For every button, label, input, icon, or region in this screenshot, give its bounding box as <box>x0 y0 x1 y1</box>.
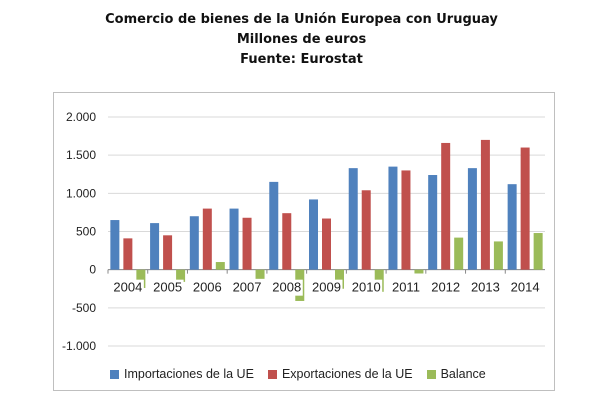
bar-exportaciones-de-la-ue-2011 <box>401 170 411 270</box>
x-tick-label: 2004 <box>113 280 142 295</box>
bar-exportaciones-de-la-ue-2009 <box>322 218 331 270</box>
x-tick-label: 2012 <box>431 280 460 295</box>
bar-balance-2009 <box>335 269 344 289</box>
bar-exportaciones-de-la-ue-2008 <box>282 213 292 270</box>
bar-balance-2013 <box>493 241 503 270</box>
legend-item-balance: Balance <box>426 367 486 381</box>
bar-importaciones-de-la-ue-2004 <box>110 220 120 270</box>
bar-exportaciones-de-la-ue-2014 <box>520 147 530 270</box>
x-tick-label-backdrop <box>191 279 224 296</box>
x-tick-label: 2006 <box>193 280 222 295</box>
bar-balance-2007 <box>255 269 265 279</box>
bar-exportaciones-de-la-ue-2004 <box>123 238 133 270</box>
x-tick-label-backdrop <box>310 279 343 296</box>
bar-balance-2005 <box>176 269 186 282</box>
bar-balance-2012 <box>454 237 464 270</box>
x-tick-label-backdrop <box>270 279 303 296</box>
x-tick-label: 2010 <box>352 280 381 295</box>
y-tick-label: -500 <box>72 301 96 315</box>
x-tick-label: 2008 <box>272 280 301 295</box>
legend-item-exports: Exportaciones de la UE <box>267 367 413 381</box>
y-tick-label: 500 <box>76 225 96 239</box>
legend-item-imports: Importaciones de la UE <box>110 367 254 381</box>
x-tick-label-backdrop <box>231 279 264 296</box>
bar-exportaciones-de-la-ue-2005 <box>163 235 173 270</box>
bar-exportaciones-de-la-ue-2006 <box>202 208 212 270</box>
bar-importaciones-de-la-ue-2010 <box>348 168 358 270</box>
x-tick-label: 2009 <box>312 280 341 295</box>
legend-label-balance: Balance <box>440 367 486 381</box>
x-tick-label-backdrop <box>429 279 462 296</box>
chart-title: Comercio de bienes de la Unión Europea c… <box>0 10 603 70</box>
bar-balance-2004 <box>136 269 146 288</box>
legend-swatch-exports <box>267 369 277 379</box>
title-line-2: Millones de euros <box>236 32 367 47</box>
legend-swatch-imports <box>110 369 119 379</box>
bar-balance-2006 <box>215 262 225 270</box>
bar-importaciones-de-la-ue-2005 <box>150 223 160 270</box>
legend-label-exports: Exportaciones de la UE <box>281 367 413 381</box>
x-tick-label: 2007 <box>233 280 262 295</box>
bar-exportaciones-de-la-ue-2007 <box>242 217 252 270</box>
x-tick-label-backdrop <box>509 279 542 296</box>
bar-importaciones-de-la-ue-2012 <box>428 175 438 270</box>
bar-importaciones-de-la-ue-2013 <box>467 168 477 270</box>
bar-exportaciones-de-la-ue-2012 <box>441 142 451 270</box>
y-tick-label: 1.000 <box>66 186 96 200</box>
title-line-3: Fuente: Eurostat <box>240 52 363 67</box>
x-tick-label-backdrop <box>469 279 502 296</box>
bar-exportaciones-de-la-ue-2013 <box>480 139 490 270</box>
bar-balance-2014 <box>533 233 543 270</box>
x-tick-label: 2005 <box>153 280 182 295</box>
bar-importaciones-de-la-ue-2009 <box>309 199 318 270</box>
y-tick-label: 2.000 <box>66 110 96 124</box>
x-tick-label-backdrop <box>151 279 184 296</box>
legend: Importaciones de la UE Exportaciones de … <box>110 367 486 381</box>
x-tick-label: 2013 <box>471 280 500 295</box>
x-tick-label: 2011 <box>392 280 420 295</box>
y-tick-label: 0 <box>89 263 96 277</box>
bar-importaciones-de-la-ue-2007 <box>229 208 239 270</box>
x-tick-label-backdrop <box>111 279 144 296</box>
bar-balance-2011 <box>414 269 424 274</box>
bar-exportaciones-de-la-ue-2010 <box>361 190 371 270</box>
bar-importaciones-de-la-ue-2008 <box>269 181 279 270</box>
bar-importaciones-de-la-ue-2011 <box>388 166 398 270</box>
legend-label-imports: Importaciones de la UE <box>124 367 254 381</box>
y-tick-label: -1.000 <box>62 339 96 353</box>
legend-swatch-balance <box>426 369 436 379</box>
x-tick-label: 2014 <box>511 280 540 295</box>
bar-importaciones-de-la-ue-2006 <box>189 216 199 270</box>
bar-importaciones-de-la-ue-2014 <box>507 184 517 270</box>
x-tick-label-backdrop <box>389 279 422 296</box>
y-tick-label: 1.500 <box>66 148 96 162</box>
title-line-1: Comercio de bienes de la Unión Europea c… <box>105 12 498 27</box>
x-tick-label-backdrop <box>350 279 383 296</box>
